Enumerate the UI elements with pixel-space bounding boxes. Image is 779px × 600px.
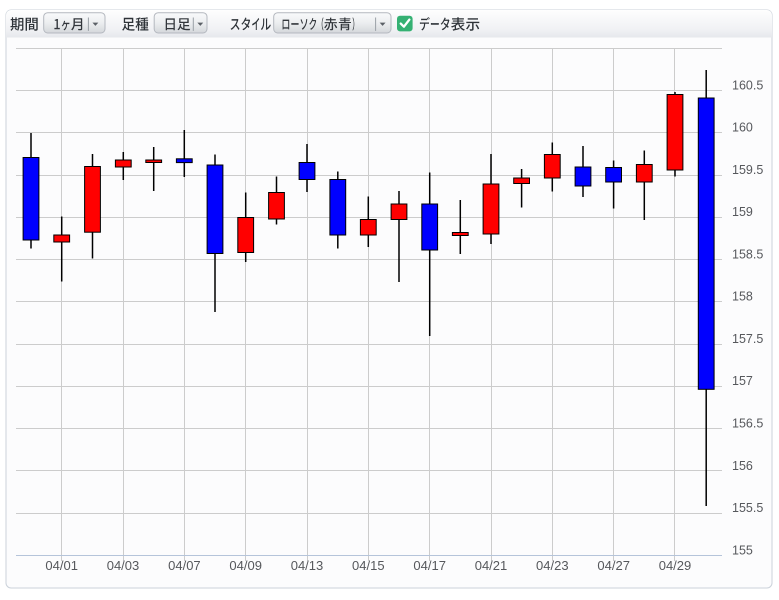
svg-text:158.5: 158.5 (732, 247, 763, 261)
svg-text:04/23: 04/23 (536, 558, 569, 573)
svg-text:04/01: 04/01 (45, 558, 78, 573)
svg-text:159.5: 159.5 (732, 163, 763, 177)
svg-text:04/03: 04/03 (107, 558, 140, 573)
svg-text:04/21: 04/21 (475, 558, 508, 573)
svg-text:160: 160 (732, 121, 753, 135)
svg-text:158: 158 (732, 290, 753, 304)
svg-text:04/17: 04/17 (413, 558, 446, 573)
svg-text:156.5: 156.5 (732, 417, 763, 431)
svg-text:155: 155 (732, 543, 753, 557)
svg-text:159: 159 (732, 205, 753, 219)
svg-text:04/15: 04/15 (352, 558, 385, 573)
svg-text:04/29: 04/29 (659, 558, 692, 573)
svg-text:155.5: 155.5 (732, 501, 763, 515)
svg-text:156: 156 (732, 459, 753, 473)
svg-text:04/13: 04/13 (291, 558, 324, 573)
svg-text:157: 157 (732, 374, 753, 388)
svg-text:160.5: 160.5 (732, 78, 763, 92)
svg-text:04/09: 04/09 (229, 558, 262, 573)
svg-text:157.5: 157.5 (732, 332, 763, 346)
svg-text:04/27: 04/27 (597, 558, 630, 573)
svg-text:04/07: 04/07 (168, 558, 201, 573)
